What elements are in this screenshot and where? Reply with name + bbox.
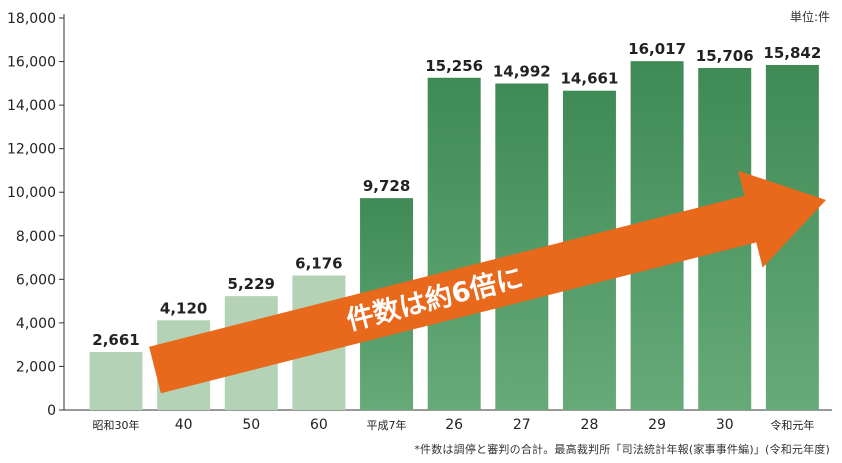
bar (427, 77, 481, 410)
y-tick-label: 2,000 (16, 359, 56, 375)
bar (89, 352, 143, 410)
x-tick-label: 27 (513, 417, 531, 433)
x-axis-labels: 昭和30年 40 50 60 平成7年 26 27 28 29 30 令和元年 (93, 417, 815, 433)
x-tick-label: 50 (242, 417, 260, 433)
bar-value-label: 9,728 (363, 177, 410, 195)
bar-value-label: 6,176 (295, 255, 342, 273)
x-tick-label: 30 (716, 417, 734, 433)
x-tick-label: 29 (648, 417, 666, 433)
y-tick-label: 8,000 (16, 229, 56, 245)
y-tick-label: 12,000 (7, 142, 56, 158)
bar-value-label: 14,661 (561, 70, 619, 88)
bar-value-label: 15,706 (696, 47, 754, 65)
y-tick-label: 14,000 (7, 98, 56, 114)
arrow-shape (149, 170, 827, 394)
unit-label: 単位:件 (789, 10, 830, 24)
y-tick-label: 6,000 (16, 272, 56, 288)
y-tick-label: 18,000 (7, 11, 56, 27)
x-tick-label: 40 (175, 417, 193, 433)
bar-value-label: 15,256 (425, 57, 483, 75)
y-axis: 0 2,000 4,000 6,000 8,000 10,000 12,000 14,000 1… (7, 11, 832, 419)
footnote: *件数は調停と審判の合計。最高裁判所「司法統計年報(家事事件編)」(令和元年度) (414, 443, 830, 456)
x-tick-label: 60 (310, 417, 328, 433)
bar-value-label: 15,842 (763, 44, 821, 62)
x-tick-label: 平成7年 (367, 418, 407, 432)
bar-value-label: 5,229 (228, 275, 275, 293)
x-tick-label: 令和元年 (770, 418, 814, 432)
bar-value-label: 14,992 (493, 63, 551, 81)
y-tick-label: 10,000 (7, 185, 56, 201)
y-tick-label: 16,000 (7, 55, 56, 71)
bar-value-label: 4,120 (160, 299, 207, 317)
x-tick-label: 昭和30年 (93, 418, 140, 432)
bar-value-label: 2,661 (92, 331, 139, 349)
x-tick-label: 26 (445, 417, 463, 433)
bar (495, 83, 549, 410)
bar-value-label: 16,017 (628, 40, 686, 58)
y-tick-label: 0 (47, 403, 56, 419)
y-tick-label: 4,000 (16, 316, 56, 332)
x-tick-label: 28 (581, 417, 599, 433)
